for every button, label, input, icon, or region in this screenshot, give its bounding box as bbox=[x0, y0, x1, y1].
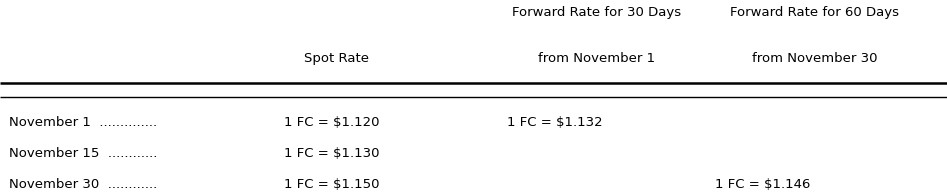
Text: from November 1: from November 1 bbox=[538, 52, 655, 65]
Text: 1 FC = $1.150: 1 FC = $1.150 bbox=[284, 178, 380, 190]
Text: 1 FC = $1.132: 1 FC = $1.132 bbox=[507, 116, 602, 129]
Text: 1 FC = $1.146: 1 FC = $1.146 bbox=[715, 178, 811, 190]
Text: November 1  ..............: November 1 .............. bbox=[9, 116, 157, 129]
Text: November 30  ............: November 30 ............ bbox=[9, 178, 158, 190]
Text: Forward Rate for 60 Days: Forward Rate for 60 Days bbox=[730, 6, 899, 19]
Text: November 15  ............: November 15 ............ bbox=[9, 147, 158, 160]
Text: Forward Rate for 30 Days: Forward Rate for 30 Days bbox=[512, 6, 681, 19]
Text: Spot Rate: Spot Rate bbox=[304, 52, 368, 65]
Text: from November 30: from November 30 bbox=[752, 52, 877, 65]
Text: 1 FC = $1.120: 1 FC = $1.120 bbox=[284, 116, 380, 129]
Text: 1 FC = $1.130: 1 FC = $1.130 bbox=[284, 147, 380, 160]
